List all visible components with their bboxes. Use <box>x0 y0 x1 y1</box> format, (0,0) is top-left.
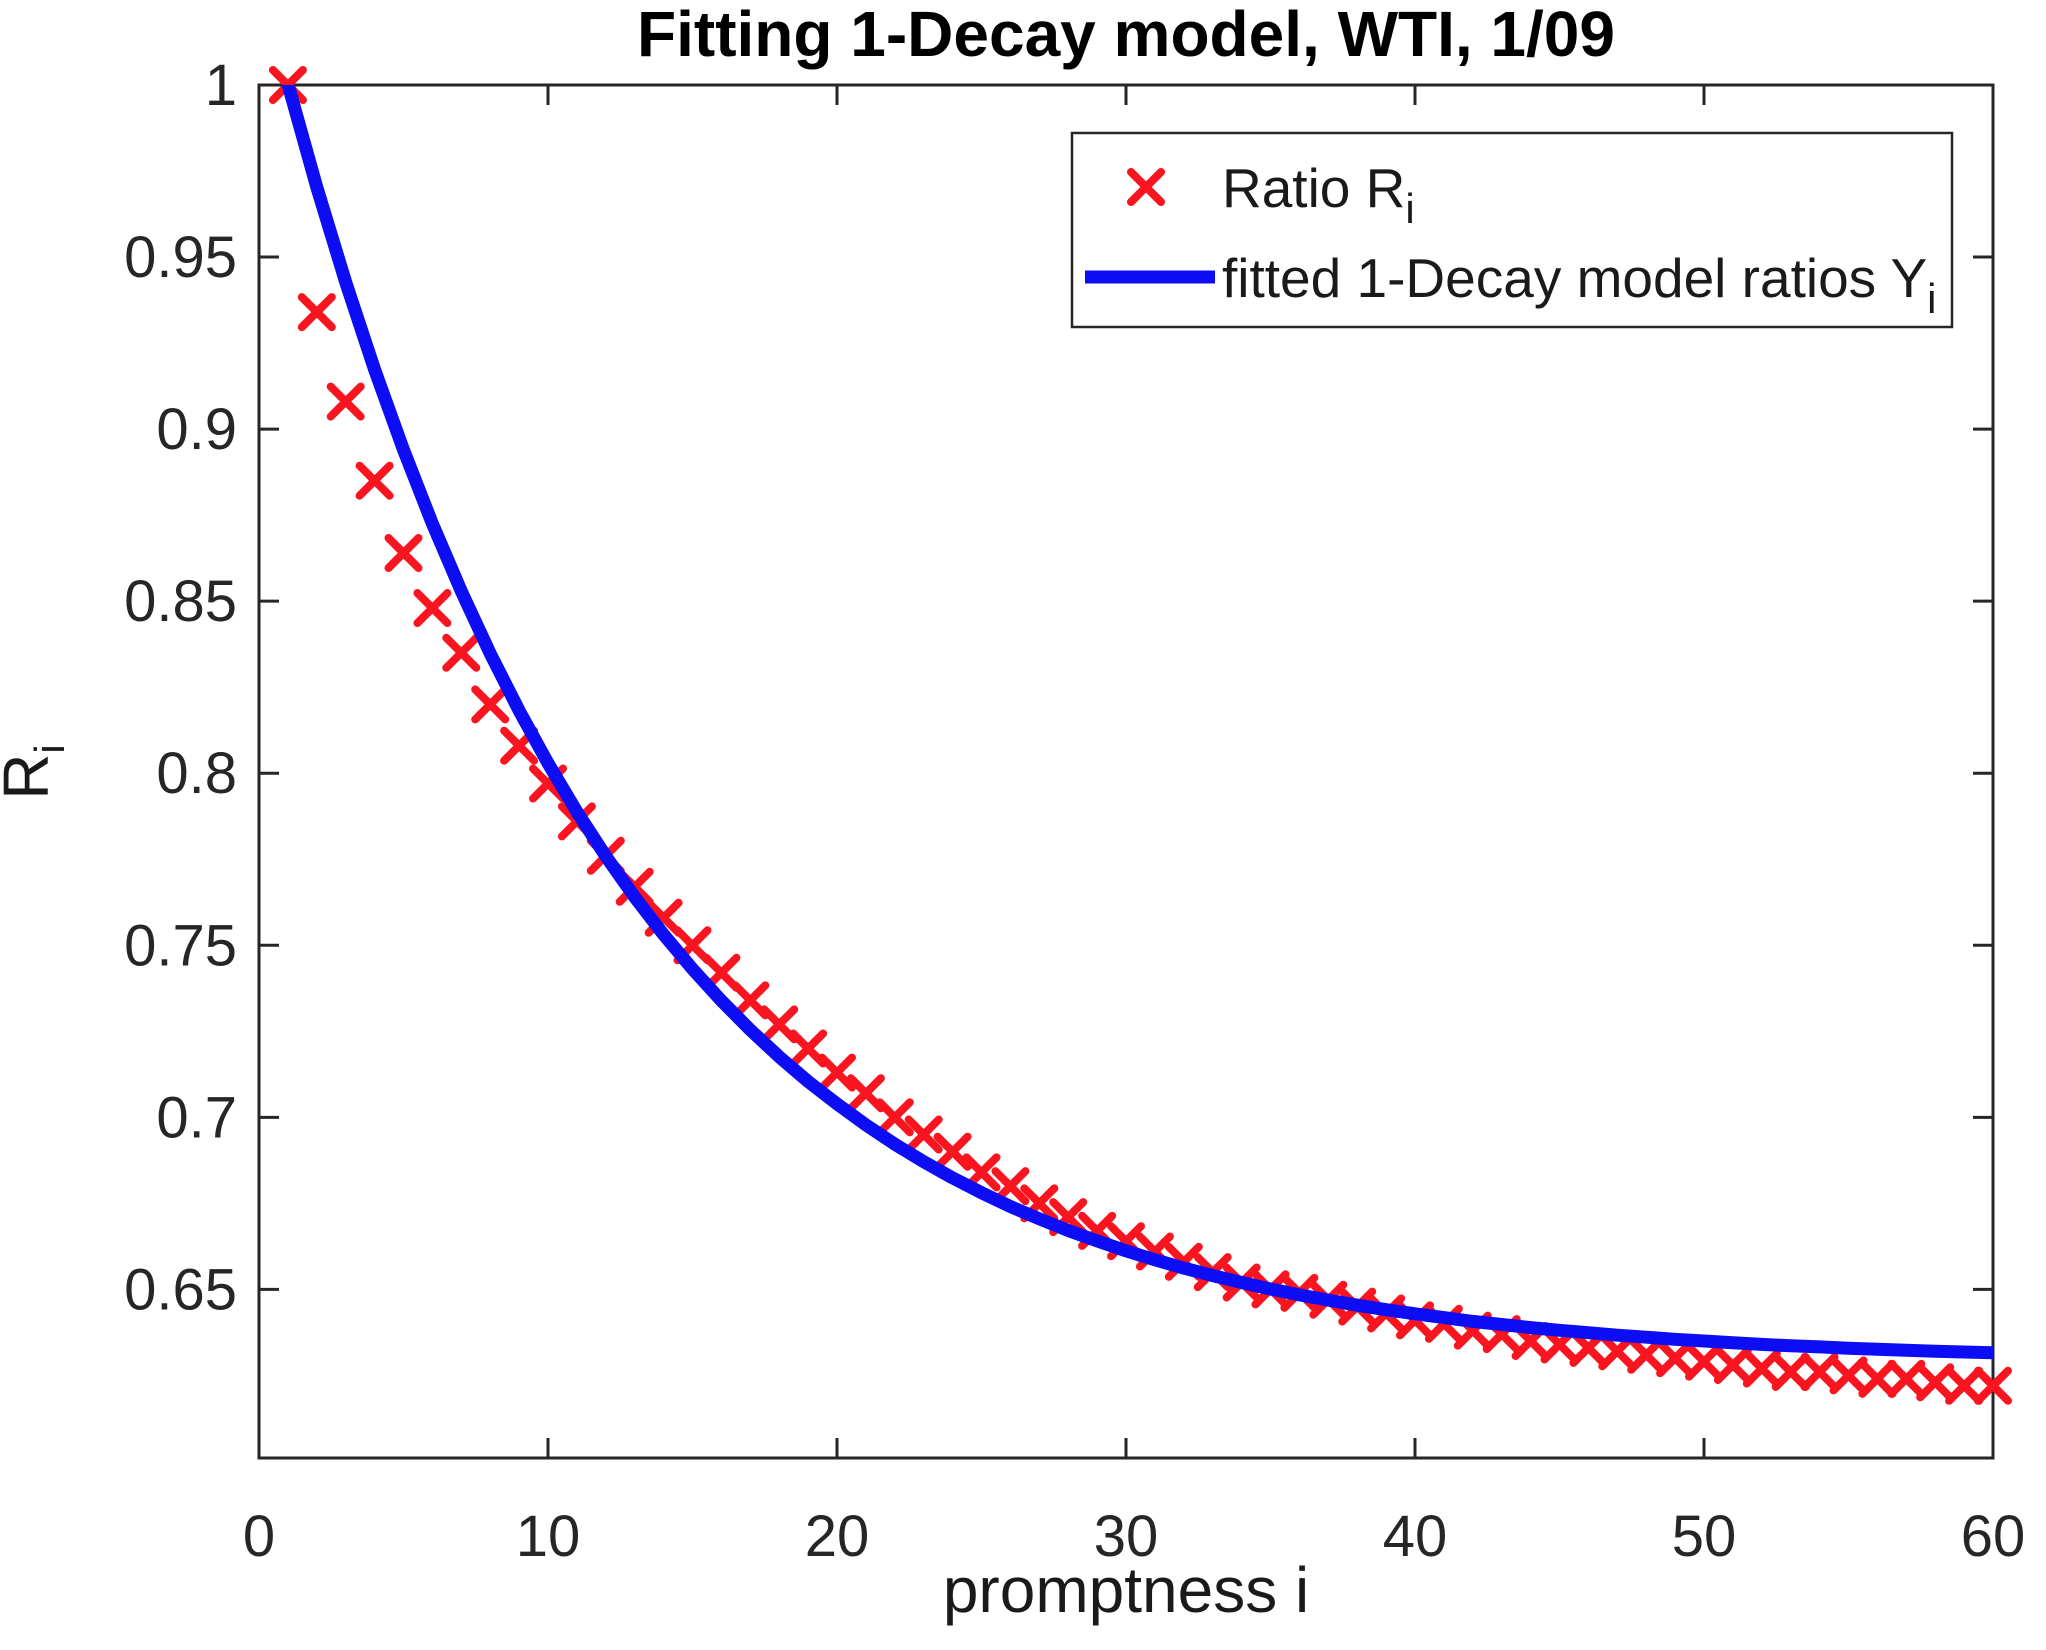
x-marker <box>1713 1346 1752 1385</box>
legend-x-marker-icon <box>1127 168 1165 206</box>
x-marker <box>789 1029 828 1068</box>
x-marker <box>760 1005 799 1044</box>
legend-entry-fitted: fitted 1-Decay model ratios Yi <box>1222 247 1937 322</box>
axis-tick-labels: 0 10 20 30 40 50 60 0.65 0.7 0.75 0.8 0.85 0.9 0.95 1 <box>124 53 2025 1569</box>
y-tick-label: 0.7 <box>156 1085 237 1150</box>
x-tick-label: 50 <box>1672 1504 1737 1569</box>
x-marker <box>875 1098 914 1137</box>
x-marker <box>1858 1359 1897 1398</box>
x-marker <box>471 685 510 724</box>
x-marker <box>1945 1366 1984 1405</box>
x-marker <box>731 981 770 1020</box>
legend-box <box>1070 131 1954 329</box>
legend: Ratio Ri fitted 1-Decay model ratios Yi <box>1070 131 1954 329</box>
x-marker <box>846 1074 885 1113</box>
x-tick-label: 20 <box>805 1504 870 1569</box>
y-tick-label: 0.75 <box>124 913 237 978</box>
y-tick-label: 1 <box>205 53 237 118</box>
axis-ticks <box>257 83 1995 1458</box>
x-tick-label: 60 <box>1961 1504 2026 1569</box>
x-marker <box>442 633 481 672</box>
chart-title: Fitting 1-Decay model, WTI, 1/09 <box>637 0 1615 70</box>
x-marker <box>384 533 423 572</box>
y-tick-label: 0.8 <box>156 741 237 806</box>
x-marker <box>1800 1352 1839 1391</box>
y-tick-label: 0.65 <box>124 1257 237 1322</box>
x-marker <box>1656 1339 1695 1378</box>
y-tick-label: 0.85 <box>124 569 237 634</box>
x-marker <box>1829 1356 1868 1395</box>
y-tick-label: 0.95 <box>124 225 237 290</box>
x-marker <box>1771 1352 1810 1391</box>
x-tick-label: 30 <box>1094 1504 1159 1569</box>
x-marker <box>413 589 452 628</box>
plot-series <box>268 66 2012 1405</box>
legend-entry-ratio: Ratio Ri <box>1222 157 1415 232</box>
x-marker <box>355 461 394 500</box>
x-marker <box>933 1132 972 1171</box>
x-tick-label: 0 <box>243 1504 275 1569</box>
x-marker <box>1742 1349 1781 1388</box>
x-tick-label: 10 <box>516 1504 581 1569</box>
x-marker <box>904 1115 943 1154</box>
x-tick-label: 40 <box>1383 1504 1448 1569</box>
x-marker <box>1627 1335 1666 1374</box>
y-axis-label: Ri <box>0 744 73 800</box>
fitted-line-series <box>281 85 1993 1360</box>
x-marker <box>818 1053 856 1092</box>
x-axis-label: promptness i <box>943 1554 1309 1626</box>
y-tick-label: 0.9 <box>156 397 237 462</box>
x-marker <box>326 382 365 421</box>
x-marker <box>1974 1366 2012 1405</box>
x-marker <box>1916 1363 1955 1402</box>
x-marker <box>297 293 336 332</box>
x-marker <box>1887 1359 1926 1398</box>
x-marker <box>1685 1342 1723 1381</box>
